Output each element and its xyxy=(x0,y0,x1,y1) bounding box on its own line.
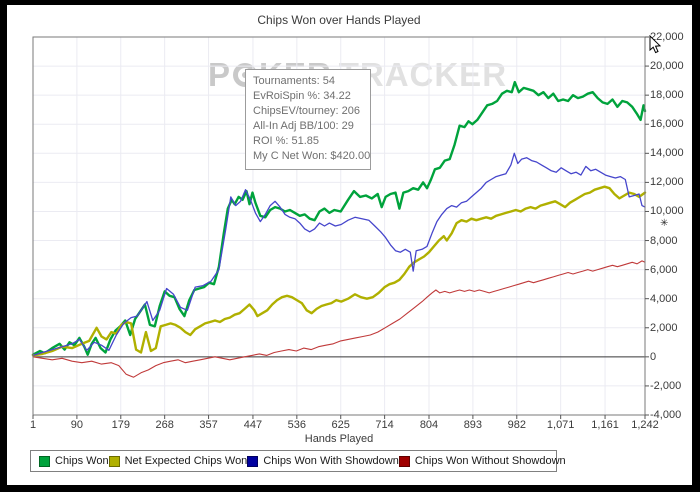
y-tick-label: 14,000 xyxy=(650,147,684,160)
tooltip-stat-line: EvRoiSpin %: 34.22 xyxy=(253,90,351,102)
y-tick-label: 10,000 xyxy=(650,205,684,218)
legend-item[interactable]: Chips Won Without Showdown xyxy=(398,455,566,467)
legend-label: Chips Won xyxy=(55,455,109,467)
y-tick-label: 20,000 xyxy=(650,60,684,73)
x-tick-label: 179 xyxy=(111,419,130,431)
legend-item[interactable]: Net Expected Chips Won xyxy=(108,455,248,467)
legend-swatch-icon xyxy=(398,455,410,467)
series-line xyxy=(32,260,646,378)
x-tick-label: 90 xyxy=(70,419,83,431)
x-tick-label: 268 xyxy=(155,419,174,431)
y-tick-label: -2,000 xyxy=(650,379,682,392)
tooltip-stat-line: ChipsEV/tourney: 206 xyxy=(253,105,361,117)
y-tick-label: 4,000 xyxy=(650,292,678,305)
tooltip-stat-line: All-In Adj BB/100: 29 xyxy=(253,120,354,132)
x-tick-label: 357 xyxy=(199,419,218,431)
legend-swatch-icon xyxy=(108,455,120,467)
legend-item[interactable]: Chips Won With Showdown xyxy=(247,455,399,467)
legend: Chips Won Net Expected Chips Won Chips Won… xyxy=(30,450,566,472)
series-line xyxy=(31,185,647,357)
x-tick-label: 1 xyxy=(29,419,37,431)
x-axis-title: Hands Played xyxy=(304,433,374,445)
y-tick-label: 18,000 xyxy=(650,89,684,102)
tooltip-stat-line: Tournaments: 54 xyxy=(253,75,335,87)
x-tick-label: 804 xyxy=(419,419,439,431)
series-line xyxy=(32,152,646,357)
y-axis-unit: ✳ xyxy=(660,218,669,229)
x-tick-label: 625 xyxy=(331,419,350,431)
y-tick-label: 6,000 xyxy=(650,263,678,276)
x-tick-label: 536 xyxy=(287,419,306,431)
plot-border xyxy=(32,36,646,416)
y-tick-label: 8,000 xyxy=(650,234,678,247)
y-tick-label: 0 xyxy=(650,350,657,363)
x-tick-label: 714 xyxy=(375,419,394,431)
x-tick-label: 1,161 xyxy=(591,419,619,431)
y-tick-label: 2,000 xyxy=(650,321,678,334)
legend-swatch-icon xyxy=(39,455,50,467)
x-tick-label: 893 xyxy=(463,419,483,431)
y-tick-label: 16,000 xyxy=(650,118,684,131)
legend-label: Net Expected Chips Won xyxy=(124,455,248,467)
x-tick-label: 1,071 xyxy=(546,419,575,431)
legend-label: Chips Won Without Showdown xyxy=(414,455,566,467)
y-tick-label: 22,000 xyxy=(650,31,684,43)
legend-label: Chips Won With Showdown xyxy=(263,455,399,467)
x-tick-label: 1,242 xyxy=(631,419,659,431)
mouse-cursor-icon xyxy=(649,35,662,54)
chart-title: Chips Won over Hands Played xyxy=(257,13,421,27)
y-tick-label: -4,000 xyxy=(650,409,682,421)
x-tick-label: 982 xyxy=(507,419,526,431)
stats-tooltip: Tournaments: 54 EvRoiSpin %: 34.22 ChipsEV… xyxy=(245,69,371,170)
tooltip-stat-line: My C Net Won: $420.00 xyxy=(253,150,371,162)
y-tick-label: 12,000 xyxy=(650,176,684,189)
legend-swatch-icon xyxy=(247,455,259,467)
legend-item[interactable]: Chips Won xyxy=(39,455,109,467)
x-tick-label: 447 xyxy=(243,419,263,431)
tooltip-stat-line: ROI %: 51.85 xyxy=(253,135,320,147)
watermark-text-p: P xyxy=(208,56,232,93)
